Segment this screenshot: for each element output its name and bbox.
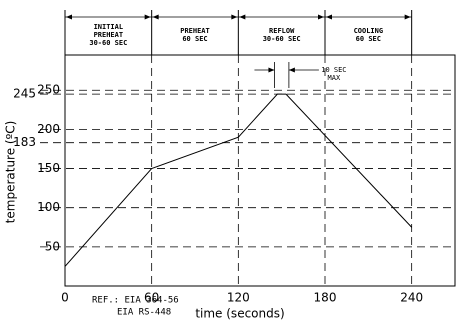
- arrow-head: [239, 14, 246, 20]
- zone-label: 60 SEC: [182, 35, 207, 43]
- zone-label: 30-60 SEC: [263, 35, 301, 43]
- y-tick-label: 50: [45, 239, 60, 253]
- arrow-head: [268, 67, 275, 73]
- arrow-head: [152, 14, 159, 20]
- reference-text: EIA RS-448: [117, 308, 171, 318]
- x-tick-label: 60: [144, 291, 159, 305]
- zone-label: REFLOW: [269, 27, 295, 35]
- plot-frame: [64, 54, 456, 287]
- zone-label: PREHEAT: [94, 31, 124, 39]
- zone-label: 30-60 SEC: [89, 39, 127, 47]
- annotation-label: MAX: [328, 74, 341, 82]
- arrow-head: [404, 14, 411, 20]
- arrow-head: [326, 14, 332, 20]
- y-axis-label: temperature (ºC): [4, 121, 18, 224]
- arrow-head: [66, 14, 72, 20]
- arrow-head: [318, 14, 324, 20]
- y-tick-label: 200: [37, 122, 60, 136]
- x-tick-label: 120: [227, 291, 250, 305]
- y-tick-label: 150: [37, 161, 60, 175]
- arrow-head: [288, 67, 295, 73]
- reference-text: REF.: EIA 364-56: [92, 296, 179, 306]
- annotation-label: 10 SEC: [321, 66, 346, 74]
- arrow-head: [144, 14, 151, 20]
- x-axis-label: time (seconds): [195, 307, 284, 321]
- zone-label: PREHEAT: [180, 27, 210, 35]
- x-tick-label: 240: [400, 291, 423, 305]
- y-tick-label: 250: [37, 83, 60, 97]
- y-tick-label: 100: [37, 200, 60, 214]
- marker-tick-label: 245: [13, 87, 36, 101]
- arrow-head: [231, 14, 238, 20]
- marker-tick-label: 183: [13, 135, 36, 149]
- x-tick-label: 180: [314, 291, 337, 305]
- x-tick-label: 0: [61, 291, 69, 305]
- zone-label: 60 SEC: [356, 35, 381, 43]
- zone-label: COOLING: [354, 27, 384, 35]
- profile-line: [64, 93, 413, 267]
- zone-label: INITIAL: [94, 23, 124, 31]
